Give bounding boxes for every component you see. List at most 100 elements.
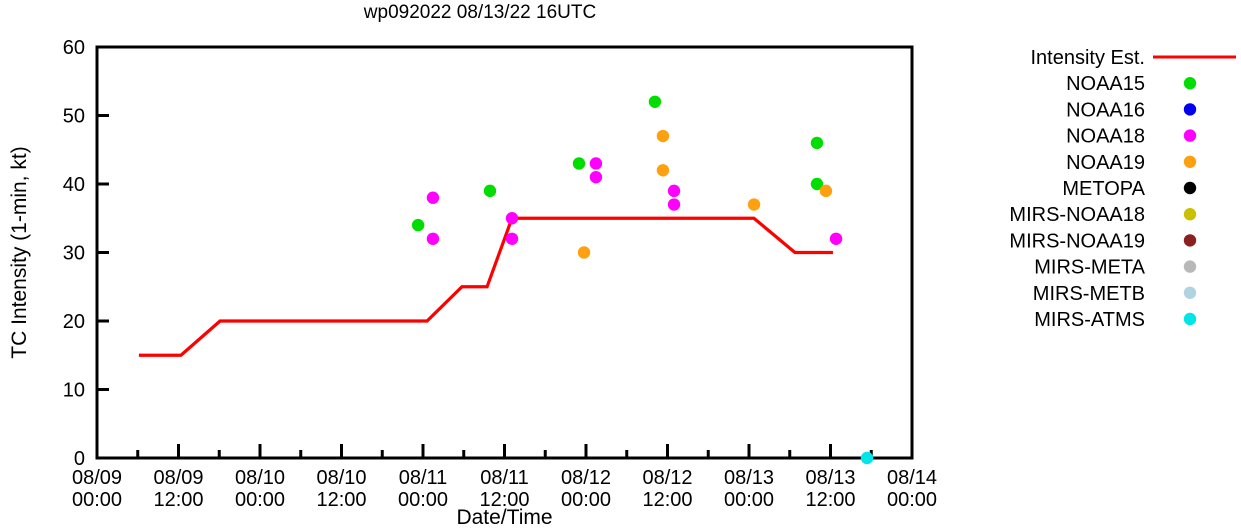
y-tick-label: 60 [63,37,85,59]
data-point [747,198,761,211]
series-noaa19 [577,129,833,259]
legend-dot-swatch [1183,312,1197,326]
legend-item-noaa16[interactable]: NOAA16 [1066,99,1197,121]
chart-legend: Intensity Est. NOAA15 NOAA16 NOAA18 NOAA19 ME… [1009,47,1236,331]
x-tick-label-date: 08/13 [805,467,855,489]
data-point [505,232,519,245]
data-point [505,212,519,225]
legend-label: NOAA18 [1066,126,1145,148]
x-tick-label-date: 08/09 [153,467,203,489]
legend-label: METOPA [1062,178,1145,200]
x-tick-label-date: 08/14 [887,467,937,489]
legend-label: MIRS-METB [1033,283,1145,305]
x-tick-label-date: 08/11 [480,467,529,489]
y-tick-label: 50 [63,106,85,128]
plot-frame [95,45,914,460]
data-point [589,157,603,170]
legend-label: NOAA16 [1066,99,1145,121]
legend-dot-swatch [1183,77,1197,90]
data-point [426,191,440,204]
legend-item-mirs-meta[interactable]: MIRS-META [1034,257,1197,279]
legend-dot-swatch [1183,208,1197,221]
legend-label: NOAA19 [1066,152,1145,174]
legend-item-mirs-metb[interactable]: MIRS-METB [1033,283,1197,305]
data-point [577,246,591,259]
x-tick-label-time: 12:00 [479,489,529,511]
x-axis-title-text: Date/Time [456,506,552,529]
legend-label: MIRS-NOAA19 [1009,230,1145,252]
y-tick-label: 0 [74,448,85,470]
data-point [819,184,833,198]
y-tick-label: 40 [63,174,85,196]
data-point [572,157,586,170]
legend-dot-swatch [1183,286,1197,299]
series-noaa15 [411,95,824,232]
y-tick-label: 10 [63,380,85,402]
x-tick-label-time: 12:00 [153,489,203,511]
chart-title: wp092022 08/13/22 16UTC [363,2,597,23]
x-tick-label-date: 08/12 [642,467,692,489]
x-axis-ticks: 08/0900:0008/0912:0008/1000:0008/1012:00… [72,444,937,511]
legend-item-noaa18[interactable]: NOAA18 [1066,126,1197,148]
x-tick-label-date: 08/09 [72,467,122,489]
data-point [656,129,670,143]
x-tick-label-date: 08/13 [724,467,774,489]
x-tick-label-time: 12:00 [316,489,366,511]
x-tick-label-date: 08/10 [235,467,285,489]
data-series [138,95,874,465]
x-tick-label-time: 00:00 [887,489,937,511]
legend-label: NOAA15 [1066,73,1145,95]
x-tick-label-time: 00:00 [724,489,774,511]
data-point [656,164,670,177]
data-point [667,198,681,211]
legend-dot-swatch [1183,234,1197,247]
x-tick-label-time: 12:00 [805,489,855,511]
legend-item-intensity-est-[interactable]: Intensity Est. [1031,47,1237,69]
x-tick-label-date: 08/11 [399,467,448,489]
legend-item-noaa19[interactable]: NOAA19 [1066,152,1197,174]
series-noaa18 [426,157,843,245]
legend-item-noaa15[interactable]: NOAA15 [1066,73,1197,95]
legend-item-metopa[interactable]: METOPA [1062,178,1197,200]
series-mirs-atms [860,451,874,465]
x-tick-label-time: 00:00 [235,489,285,511]
y-tick-label: 20 [63,311,85,333]
data-point [860,451,874,465]
data-point [426,232,440,245]
x-tick-label-time: 00:00 [398,489,448,511]
y-axis-ticks: 0 10 20 30 40 50 60 [63,37,109,470]
x-axis-title: Date/Time [456,506,552,529]
x-tick-label-time: 12:00 [642,489,692,511]
y-tick-label: 30 [63,243,85,265]
data-point [589,170,603,184]
data-point [810,136,824,150]
intensity-estimate-line [138,216,833,357]
series-intensity-est- [138,216,833,357]
legend-label: MIRS-ATMS [1034,309,1145,331]
legend-item-mirs-noaa18[interactable]: MIRS-NOAA18 [1009,204,1197,226]
legend-dot-swatch [1183,155,1197,168]
x-tick-label-date: 08/10 [316,467,366,489]
legend-label: Intensity Est. [1031,47,1146,69]
x-tick-label-date: 08/12 [561,467,611,489]
x-tick-label-time: 00:00 [561,489,611,511]
data-point [648,95,662,109]
data-point [483,184,497,198]
legend-item-mirs-noaa19[interactable]: MIRS-NOAA19 [1009,230,1197,252]
data-point [810,177,824,191]
legend-dot-swatch [1183,129,1197,142]
y-axis-title: TC Intensity (1-min, kt) [8,146,31,358]
legend-label: MIRS-META [1034,257,1145,279]
legend-label: MIRS-NOAA18 [1009,204,1145,226]
y-axis-title-text: TC Intensity (1-min, kt) [8,146,31,358]
data-point [411,218,425,232]
plot-border [95,45,914,460]
legend-dot-swatch [1183,181,1197,195]
data-point [667,184,681,198]
legend-dot-swatch [1183,260,1197,273]
legend-item-mirs-atms[interactable]: MIRS-ATMS [1034,309,1197,331]
data-point [829,232,843,245]
x-tick-label-time: 00:00 [72,489,122,511]
